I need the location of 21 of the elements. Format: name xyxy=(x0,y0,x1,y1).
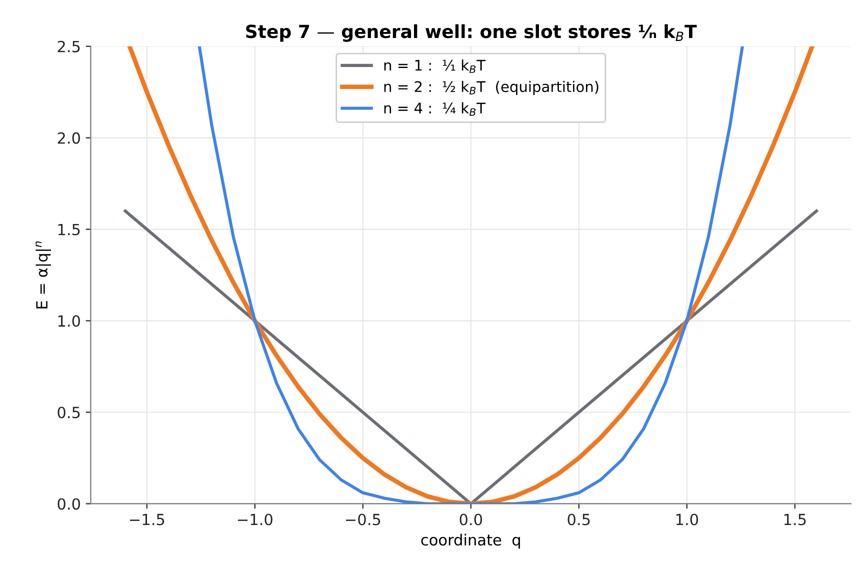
chart-title: Step 7 — general well: one slot stores ¹⁄ₙ k$_{B}$T xyxy=(246,24,697,42)
y-tick-label: 1.5 xyxy=(58,224,80,236)
x-tick-label: 0.5 xyxy=(568,514,590,526)
x-tick-label: 0.0 xyxy=(460,514,482,526)
y-axis-title: E = α|q|$^{n}$ xyxy=(36,241,51,308)
x-tick-label: −1.5 xyxy=(130,514,164,526)
legend-label: n = 2 : ¹⁄₂ k$_{B}$T (equipartition) xyxy=(384,80,598,95)
y-tick-label: 1.0 xyxy=(58,315,80,327)
legend-label: n = 4 : ¹⁄₄ k$_{B}$T xyxy=(384,102,486,116)
y-tick-label: 0.0 xyxy=(58,498,80,510)
y-tick-label: 2.0 xyxy=(58,132,80,144)
x-tick-label: 1.5 xyxy=(784,514,806,526)
x-axis-title: coordinate q xyxy=(421,534,520,549)
x-tick-label: −0.5 xyxy=(346,514,380,526)
x-tick-label: 1.0 xyxy=(676,514,698,526)
line-series xyxy=(127,46,814,504)
y-tick-label: 0.5 xyxy=(58,406,80,418)
line-series xyxy=(198,46,744,504)
legend-label: n = 1 : ¹⁄₁ k$_{B}$T xyxy=(384,59,486,73)
x-tick-label: −1.0 xyxy=(238,514,272,526)
y-tick-label: 2.5 xyxy=(58,40,80,52)
